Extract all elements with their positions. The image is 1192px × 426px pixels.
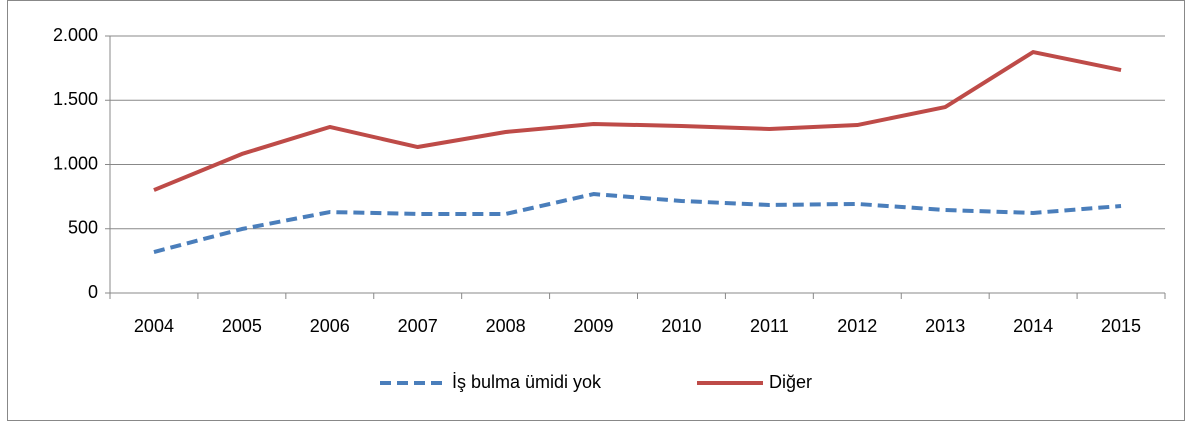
legend-label: Diğer bbox=[769, 372, 812, 392]
x-tick-label: 2005 bbox=[222, 316, 262, 336]
chart-frame bbox=[7, 0, 1185, 421]
x-tick-label: 2009 bbox=[574, 316, 614, 336]
x-tick-label: 2010 bbox=[661, 316, 701, 336]
y-tick-label: 2.000 bbox=[53, 25, 98, 45]
x-tick-label: 2015 bbox=[1101, 316, 1141, 336]
x-tick-label: 2014 bbox=[1013, 316, 1053, 336]
y-tick-label: 1.000 bbox=[53, 153, 98, 173]
x-tick-label: 2004 bbox=[134, 316, 174, 336]
series-line bbox=[153, 50, 1122, 192]
x-tick-label: 2006 bbox=[310, 316, 350, 336]
y-tick-label: 1.500 bbox=[53, 89, 98, 109]
x-tick-label: 2007 bbox=[398, 316, 438, 336]
x-tick-label: 2011 bbox=[750, 316, 789, 336]
legend-label: İş bulma ümidi yok bbox=[452, 372, 602, 392]
x-tick-label: 2013 bbox=[925, 316, 965, 336]
y-tick-label: 0 bbox=[88, 282, 98, 302]
y-tick-label: 500 bbox=[68, 218, 98, 238]
x-tick-label: 2008 bbox=[486, 316, 526, 336]
x-tick-label: 2012 bbox=[837, 316, 877, 336]
